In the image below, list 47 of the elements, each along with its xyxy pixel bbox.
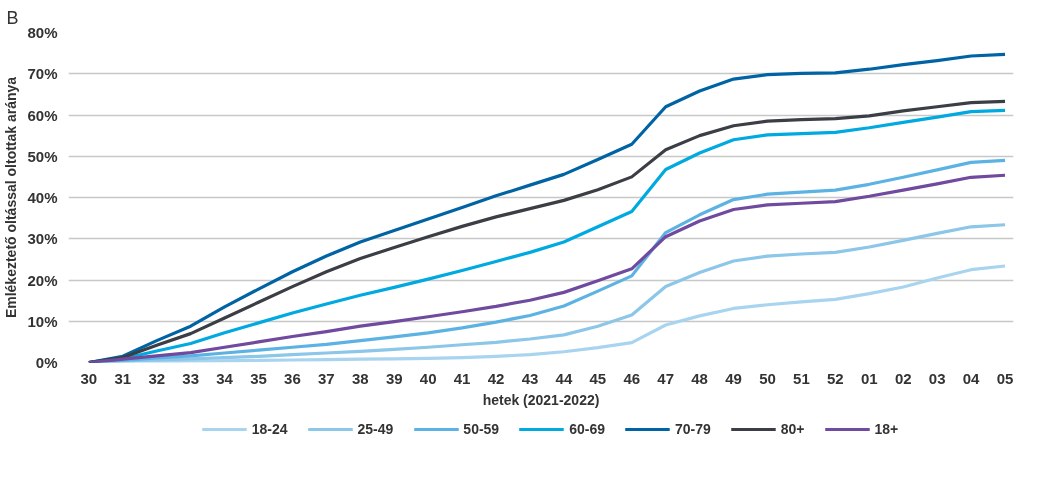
- x-tick-label: 37: [318, 369, 335, 387]
- x-tick-label: 39: [385, 369, 403, 387]
- x-tick-label: 51: [793, 369, 810, 387]
- x-tick-label: 48: [691, 369, 708, 387]
- x-tick-label: 30: [80, 369, 98, 387]
- x-tick-label: 50: [759, 369, 776, 387]
- x-tick-label: 38: [351, 369, 369, 387]
- legend-label: 18+: [874, 421, 899, 437]
- y-axis-title: Emlékeztető oltással oltottak aránya: [3, 76, 20, 319]
- legend-label: 25-49: [357, 421, 394, 437]
- legend-label: 70-79: [674, 421, 711, 437]
- x-tick-label: 34: [216, 369, 234, 387]
- x-tick-label: 44: [555, 369, 573, 387]
- y-tick-label: 10%: [27, 312, 58, 330]
- x-tick-label: 52: [827, 369, 844, 387]
- x-tick-label: 04: [962, 369, 981, 387]
- y-tick-label: 0%: [35, 354, 58, 371]
- y-tick-label: 60%: [27, 106, 58, 124]
- legend-label: 18-24: [251, 421, 288, 437]
- x-tick-label: 33: [182, 369, 199, 387]
- x-tick-label: 01: [860, 369, 878, 387]
- text: B: [6, 7, 19, 28]
- y-tick-label: 80%: [27, 24, 58, 41]
- y-tick-label: 30%: [27, 230, 58, 248]
- x-tick-label: 35: [250, 369, 267, 387]
- y-tick-label: 20%: [27, 271, 58, 289]
- x-tick-label: 45: [589, 369, 607, 387]
- y-tick-label: 40%: [27, 189, 58, 206]
- x-tick-label: 05: [996, 369, 1014, 387]
- x-axis-title: hetek (2021-2022): [482, 391, 600, 408]
- x-tick-label: 02: [894, 369, 912, 387]
- x-tick-label: 49: [725, 369, 742, 387]
- x-tick-label: 42: [487, 369, 505, 387]
- x-tick-label: 31: [114, 369, 132, 387]
- x-tick-label: 03: [928, 369, 946, 387]
- x-tick-label: 41: [453, 369, 471, 387]
- legend-label: 60-69: [569, 421, 605, 437]
- x-tick-label: 46: [623, 369, 641, 387]
- x-tick-label: 36: [284, 369, 301, 387]
- legend-label: 80+: [780, 421, 805, 437]
- x-tick-label: 47: [657, 369, 675, 387]
- x-tick-label: 32: [148, 369, 166, 387]
- y-tick-label: 50%: [27, 147, 58, 165]
- y-tick-label: 70%: [27, 65, 58, 83]
- legend-label: 50-59: [463, 421, 500, 437]
- x-tick-label: 40: [419, 369, 437, 387]
- x-tick-label: 43: [521, 369, 539, 387]
